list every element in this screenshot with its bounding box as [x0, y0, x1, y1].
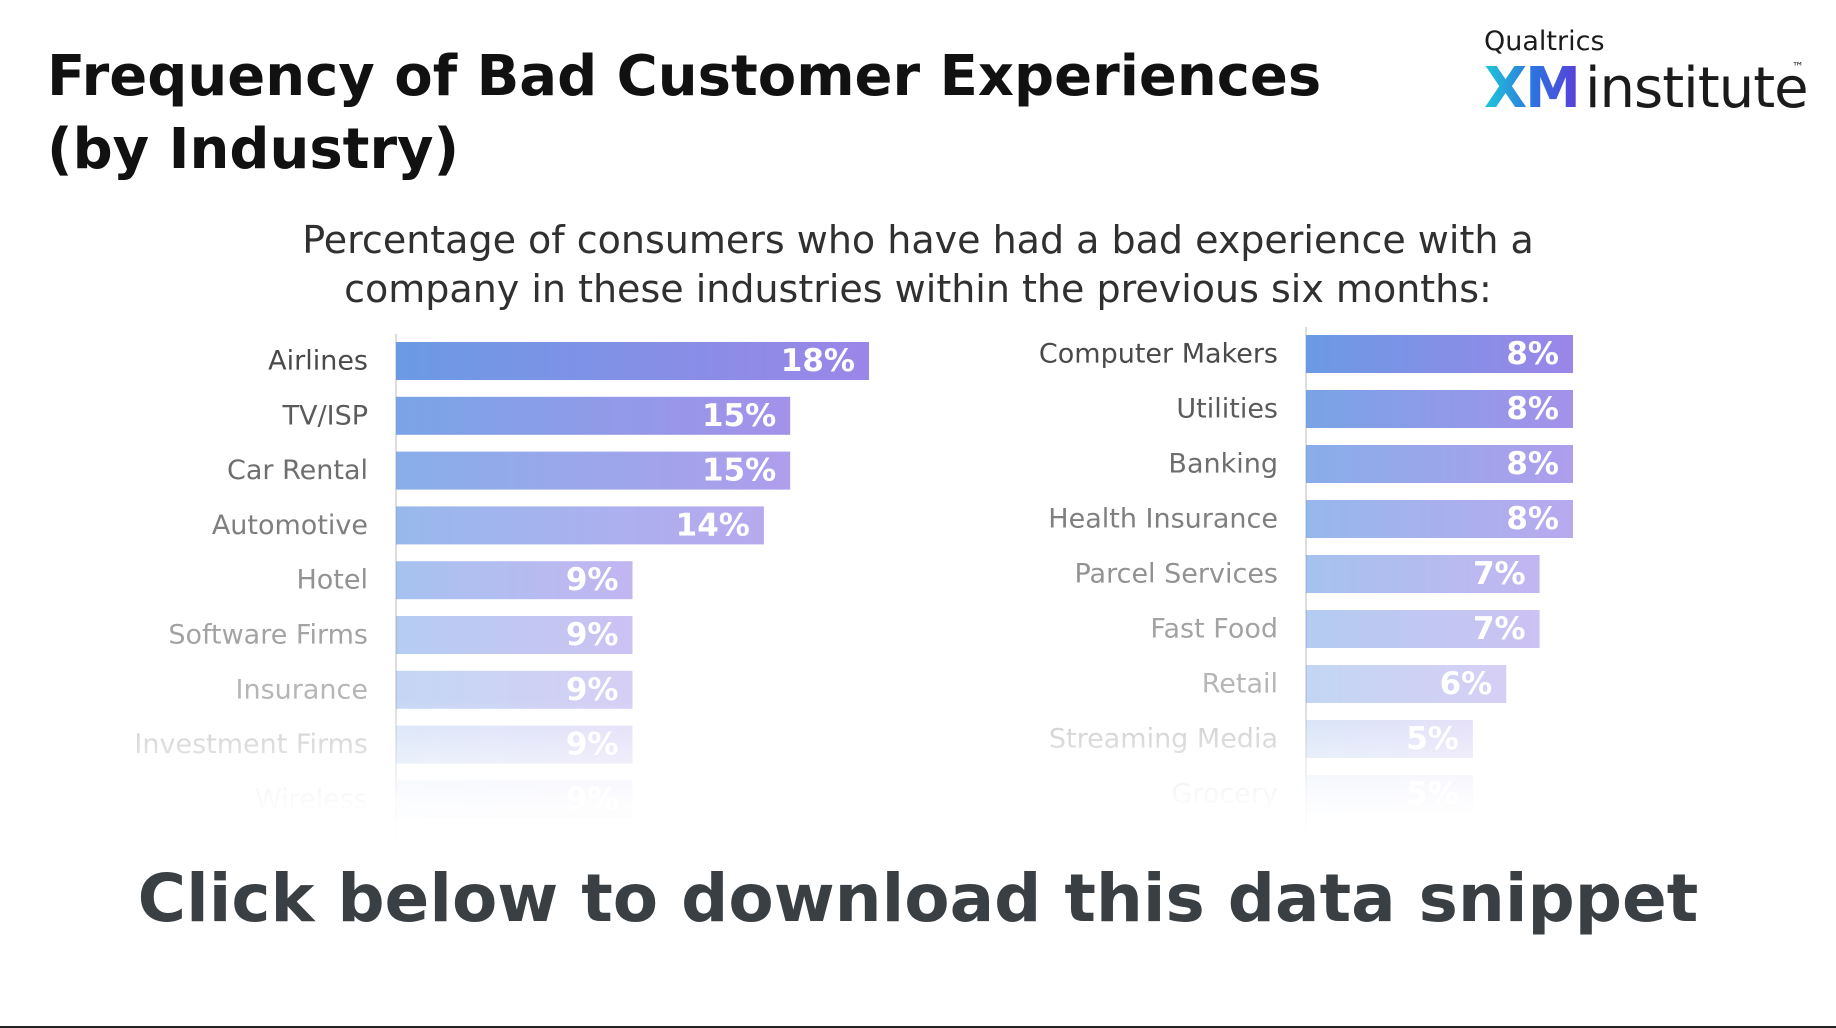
data-label: 9% — [566, 781, 619, 817]
data-label: 14% — [676, 507, 750, 543]
data-label: 5% — [1406, 721, 1459, 757]
category-label: TV/ISP — [282, 400, 368, 431]
page-title: Frequency of Bad Customer Experiences (b… — [47, 44, 1322, 182]
brand-xm-text: XM — [1484, 56, 1581, 121]
data-label: 9% — [566, 727, 619, 763]
category-label: Health Insurance — [1048, 504, 1278, 535]
category-label: Airlines — [268, 346, 368, 377]
bar — [396, 616, 633, 654]
bar — [1306, 445, 1573, 483]
bar-row: Software Firms 9% — [168, 616, 633, 654]
bar — [396, 506, 764, 545]
chart-subtitle: Percentage of consumers who have had a b… — [302, 218, 1534, 311]
data-label: 15% — [702, 398, 776, 434]
category-label: Grocery — [1172, 779, 1279, 810]
bar — [1306, 335, 1573, 373]
bar-row: Investment Firms 9% — [134, 725, 633, 764]
category-label: Parcel Services — [1074, 559, 1278, 590]
bar — [1306, 555, 1540, 593]
bar-row: Streaming Media 5% — [1049, 720, 1473, 758]
brand-institute-text: institute — [1585, 56, 1809, 121]
bar — [1306, 665, 1507, 703]
bar-row: TV/ISP 15% — [282, 396, 791, 435]
bar-row: Retail 6% — [1202, 665, 1507, 703]
bar — [396, 451, 791, 490]
bottom-divider — [0, 1026, 1836, 1028]
bar-row: Parcel Services 7% — [1074, 555, 1540, 593]
data-label: 6% — [1440, 666, 1493, 702]
category-label: Streaming Media — [1049, 724, 1278, 755]
bar-row: Car Rental 15% — [227, 451, 791, 490]
category-label: Computer Makers — [1039, 339, 1278, 370]
bar — [1306, 500, 1573, 538]
bar-row: Banking 8% — [1168, 445, 1573, 483]
category-label: Banking — [1168, 449, 1278, 480]
category-label: Retail — [1202, 669, 1278, 700]
chart-right-panel: Computer Makers 8%Utilities 8%Banking 8%Hea… — [1039, 327, 1573, 830]
bar — [1306, 390, 1573, 428]
bar-chart: Airlines 18% TV/ISP 15% Car Rental 15% Automot… — [134, 327, 1573, 836]
bar-row: Health Insurance 8% — [1048, 500, 1573, 538]
bar-row: Insurance 9% — [236, 670, 633, 709]
data-label: 9% — [566, 562, 619, 598]
data-label: 9% — [566, 672, 619, 708]
category-label: Utilities — [1176, 394, 1278, 425]
category-label: Hotel — [296, 565, 368, 596]
category-label: Fast Food — [1150, 614, 1278, 645]
data-label: 5% — [1406, 776, 1459, 812]
data-label: 7% — [1473, 556, 1526, 592]
bar-row: Grocery 5% — [1172, 775, 1473, 813]
bar-row: Utilities 8% — [1176, 390, 1573, 428]
brand-qualtrics-text: Qualtrics — [1484, 26, 1605, 57]
data-label: 9% — [566, 617, 619, 653]
bar — [396, 342, 869, 380]
data-label: 18% — [781, 343, 855, 379]
chart-left-panel: Airlines 18% TV/ISP 15% Car Rental 15% Automot… — [134, 334, 869, 836]
data-label: 8% — [1506, 391, 1559, 427]
data-label: 8% — [1506, 501, 1559, 537]
category-label: Car Rental — [227, 455, 368, 486]
bar — [396, 561, 633, 600]
bar-row: Airlines 18% — [268, 342, 869, 380]
bar — [1306, 610, 1540, 648]
category-label: Software Firms — [168, 620, 368, 651]
bar-row: Wireless 9% — [255, 780, 633, 819]
download-cta[interactable]: Click below to download this data snippe… — [137, 860, 1699, 937]
category-label: Automotive — [212, 510, 368, 541]
bar-row: Hotel 9% — [296, 561, 633, 600]
brand-trademark: ™ — [1792, 60, 1804, 74]
bar-row: Computer Makers 8% — [1039, 335, 1573, 373]
data-label: 8% — [1506, 336, 1559, 372]
bar-row: Automotive 14% — [212, 506, 764, 545]
data-label: 15% — [702, 453, 776, 489]
qualtrics-xm-institute-logo: Qualtrics XM institute ™ — [1484, 26, 1814, 126]
category-label: Wireless — [255, 784, 368, 815]
data-label: 8% — [1506, 446, 1559, 482]
bar-row: Fast Food 7% — [1150, 610, 1540, 648]
category-label: Investment Firms — [134, 729, 368, 760]
data-label: 7% — [1473, 611, 1526, 647]
bar — [396, 396, 791, 435]
category-label: Insurance — [236, 674, 368, 705]
